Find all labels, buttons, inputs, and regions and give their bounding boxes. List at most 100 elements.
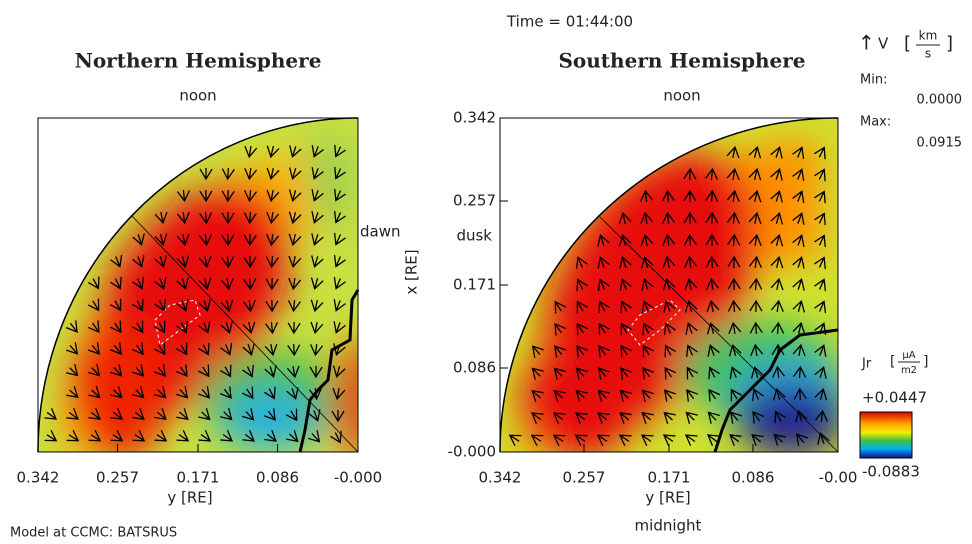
flow-arrow bbox=[814, 387, 828, 401]
flow-arrow bbox=[110, 254, 123, 268]
flow-arrow bbox=[332, 365, 346, 379]
arrow-symbol: ↑ bbox=[858, 31, 875, 55]
flow-arrow bbox=[176, 211, 190, 225]
flow-arrow bbox=[311, 233, 324, 246]
flow-arrow bbox=[530, 412, 544, 425]
flow-arrow bbox=[814, 409, 829, 423]
flow-arrow bbox=[641, 300, 654, 314]
flow-arrow bbox=[531, 389, 544, 403]
flow-arrow bbox=[333, 276, 346, 290]
flow-arrow bbox=[310, 299, 324, 313]
flow-arrow bbox=[752, 410, 765, 424]
flow-arrow bbox=[792, 234, 805, 247]
flow-arrow bbox=[726, 189, 740, 203]
flow-arrow bbox=[154, 320, 166, 334]
flow-arrows bbox=[44, 144, 830, 447]
flow-arrow bbox=[154, 233, 168, 247]
flow-arrow bbox=[199, 189, 213, 203]
flow-arrow bbox=[814, 366, 827, 379]
flow-arrow bbox=[663, 389, 677, 402]
flow-arrow bbox=[66, 407, 80, 420]
midnight-label: midnight bbox=[635, 517, 702, 535]
flow-arrow bbox=[814, 234, 826, 248]
x-tick-label: 0.342 bbox=[479, 469, 522, 487]
flow-arrow bbox=[618, 211, 632, 225]
flow-arrow bbox=[728, 343, 742, 357]
y-tick-label: 0.086 bbox=[453, 359, 496, 377]
flow-arrow bbox=[289, 145, 302, 158]
flow-arrow bbox=[553, 367, 566, 380]
flow-arrow bbox=[748, 167, 762, 181]
flow-arrow bbox=[333, 299, 346, 312]
flow-arrow bbox=[773, 433, 786, 446]
noon-label: noon bbox=[663, 87, 700, 105]
flow-arrow bbox=[334, 144, 346, 158]
x-tick-label: 0.086 bbox=[732, 469, 775, 487]
flow-arrow bbox=[311, 145, 324, 158]
flow-arrow bbox=[310, 321, 324, 335]
flow-arrow bbox=[266, 167, 280, 181]
flow-arrow bbox=[198, 408, 211, 421]
flow-arrow bbox=[814, 168, 826, 182]
flow-arrow bbox=[792, 168, 805, 182]
flow-arrow bbox=[88, 407, 101, 420]
flow-arrow bbox=[684, 277, 698, 291]
flow-arrow bbox=[748, 233, 762, 247]
flow-arrow bbox=[65, 320, 78, 333]
flow-arrow bbox=[334, 166, 346, 180]
x-tick-label: -0.00 bbox=[819, 469, 858, 487]
flow-arrow bbox=[642, 322, 654, 336]
flow-arrow bbox=[308, 430, 321, 443]
flow-arrow bbox=[197, 364, 210, 378]
flow-arrow bbox=[44, 429, 58, 442]
noon-label: noon bbox=[179, 87, 216, 105]
flow-arrow bbox=[221, 211, 235, 225]
flow-arrow bbox=[286, 387, 299, 400]
flow-arrow bbox=[220, 277, 234, 291]
flow-arrow bbox=[131, 342, 144, 356]
flow-arrow bbox=[285, 408, 298, 422]
flow-arrow bbox=[686, 344, 698, 358]
flow-arrow bbox=[242, 299, 256, 313]
max-value: 0.0915 bbox=[917, 136, 963, 151]
flow-arrow bbox=[641, 278, 654, 291]
grid-overlay bbox=[37, 117, 839, 453]
flow-arrow bbox=[620, 344, 633, 358]
flow-arrow bbox=[264, 386, 276, 400]
flow-arrow bbox=[221, 189, 235, 203]
flow-arrow bbox=[219, 386, 232, 400]
flow-arrow bbox=[88, 429, 102, 442]
flow-arrow bbox=[748, 211, 762, 225]
flow-arrow bbox=[792, 299, 806, 313]
panel-title: Northern Hemisphere bbox=[75, 49, 322, 73]
flow-arrow bbox=[749, 321, 763, 335]
flow-arrow bbox=[726, 145, 740, 159]
flow-arrow bbox=[176, 320, 188, 334]
y-tick-label: 0.257 bbox=[453, 192, 496, 210]
flow-arrow bbox=[640, 255, 654, 269]
flow-arrow bbox=[110, 386, 123, 399]
flow-arrow bbox=[575, 389, 588, 402]
flow-arrow bbox=[44, 407, 58, 420]
flow-arrow bbox=[729, 434, 742, 447]
flow-arrow bbox=[750, 343, 764, 357]
flow-arrow bbox=[176, 255, 190, 269]
flow-arrow bbox=[154, 298, 167, 312]
x-tick-label: -0.000 bbox=[334, 469, 382, 487]
flow-arrow bbox=[796, 433, 809, 446]
flow-arrow bbox=[727, 255, 741, 269]
flow-arrow bbox=[618, 233, 632, 247]
y-tick-label: 0.171 bbox=[453, 276, 496, 294]
flow-arrow bbox=[642, 344, 655, 358]
flow-arrow bbox=[87, 320, 100, 334]
flow-arrow bbox=[508, 434, 522, 447]
flow-arrow bbox=[619, 389, 632, 402]
flow-arrow bbox=[87, 342, 100, 355]
flow-arrow bbox=[334, 188, 346, 202]
flow-arrow bbox=[727, 299, 741, 313]
flow-arrow bbox=[749, 277, 763, 291]
flow-arrow bbox=[288, 255, 302, 269]
flow-arrow bbox=[814, 256, 826, 270]
flow-arrow bbox=[220, 299, 234, 313]
bracket: [ bbox=[890, 354, 895, 370]
